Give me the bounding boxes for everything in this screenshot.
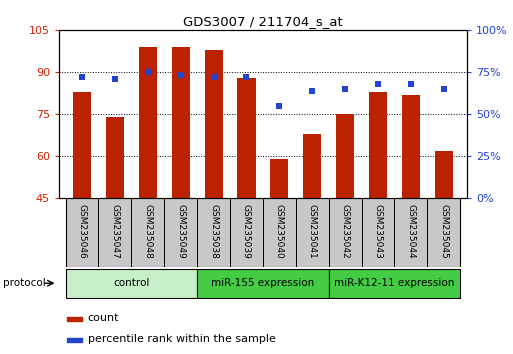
Text: percentile rank within the sample: percentile rank within the sample (88, 334, 275, 344)
Bar (164, 198, 197, 267)
Point (374, 81, 382, 87)
Bar (66, 269, 197, 297)
Text: GSM235049: GSM235049 (176, 204, 185, 258)
Bar (67, 317, 82, 321)
Text: GSM235048: GSM235048 (143, 204, 152, 258)
Text: GSM235046: GSM235046 (77, 204, 87, 258)
Bar (73, 92, 91, 198)
Bar (238, 78, 255, 198)
Point (341, 86, 349, 92)
Point (176, 73, 185, 78)
Text: GSM235045: GSM235045 (439, 204, 448, 258)
Bar (435, 150, 453, 198)
Point (407, 81, 415, 87)
Text: count: count (88, 313, 119, 323)
Bar (394, 198, 427, 267)
Bar (270, 159, 288, 198)
Bar (197, 269, 329, 297)
Text: GSM235041: GSM235041 (308, 204, 317, 258)
Text: GSM235043: GSM235043 (373, 204, 383, 258)
Point (144, 69, 152, 75)
Bar (362, 198, 394, 267)
Bar (131, 198, 164, 267)
Text: GSM235042: GSM235042 (341, 204, 350, 258)
Point (308, 88, 317, 93)
Bar (66, 198, 98, 267)
Bar (303, 134, 321, 198)
Point (440, 86, 448, 92)
Bar (402, 95, 420, 198)
Point (78, 74, 86, 80)
Text: protocol: protocol (3, 278, 45, 288)
Bar (106, 117, 124, 198)
Bar (296, 198, 329, 267)
Text: GSM235040: GSM235040 (275, 204, 284, 258)
Point (111, 76, 119, 82)
Bar (197, 198, 230, 267)
Bar (329, 198, 362, 267)
Bar (427, 198, 460, 267)
Bar (230, 198, 263, 267)
Text: miR-155 expression: miR-155 expression (211, 278, 314, 288)
Title: GDS3007 / 211704_s_at: GDS3007 / 211704_s_at (183, 15, 343, 28)
Point (209, 74, 218, 80)
Point (242, 74, 250, 80)
Bar (139, 47, 157, 198)
Point (275, 103, 284, 109)
Bar (205, 50, 223, 198)
Text: control: control (113, 278, 150, 288)
Bar (67, 338, 82, 342)
Bar (336, 114, 354, 198)
Text: GSM235039: GSM235039 (242, 204, 251, 259)
Bar (172, 47, 190, 198)
Bar (369, 92, 387, 198)
Bar (98, 198, 131, 267)
Bar (263, 198, 296, 267)
Text: GSM235038: GSM235038 (209, 204, 218, 259)
Text: miR-K12-11 expression: miR-K12-11 expression (334, 278, 455, 288)
Text: GSM235044: GSM235044 (406, 204, 416, 258)
Bar (329, 269, 460, 297)
Text: GSM235047: GSM235047 (110, 204, 120, 258)
